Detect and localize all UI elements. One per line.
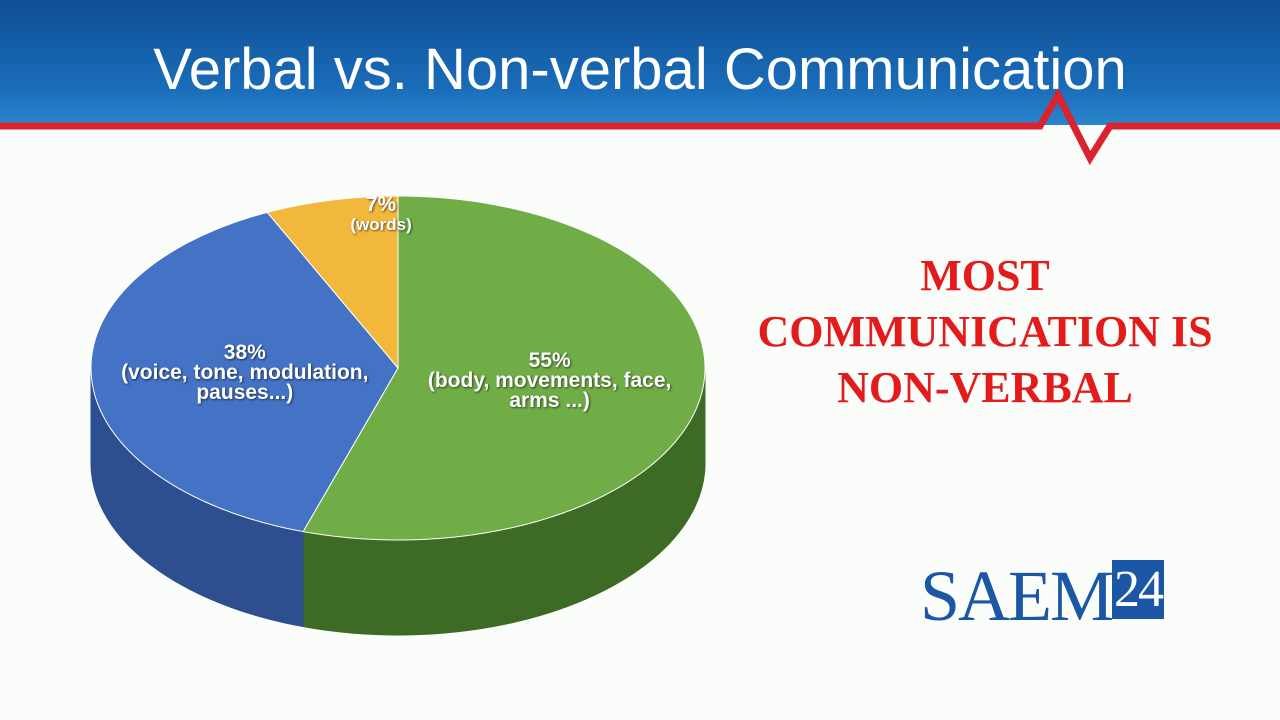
pie-slice [266, 195, 399, 370]
data-label: 7% (words) [336, 193, 426, 235]
pie-slice [302, 195, 706, 541]
category-label: (words) [350, 215, 412, 235]
category-label: (body, movements, face, arms ...) [427, 369, 672, 413]
callout: MOST COMMUNICATION IS NON-VERBAL [757, 251, 1213, 412]
category-label: (voice, tone, modulation, pauses...) [121, 361, 369, 405]
value-label: 55% [528, 349, 571, 373]
logo-year: 24 [1112, 560, 1165, 619]
data-label: 55% (body, movements, face, arms ...) [425, 349, 675, 413]
pie-slice [90, 211, 399, 533]
header-band [0, 0, 1280, 125]
slide-title: Verbal vs. Non-verbal Communication [153, 37, 1127, 102]
data-label: 38% (voice, tone, modulation, pauses...) [120, 341, 370, 405]
value-label: 7% [365, 193, 397, 217]
logo: SAEM24 [920, 555, 1165, 638]
logo-name: SAEM [920, 556, 1114, 636]
heartbeat-line [0, 87, 1280, 166]
value-label: 38% [223, 341, 266, 365]
